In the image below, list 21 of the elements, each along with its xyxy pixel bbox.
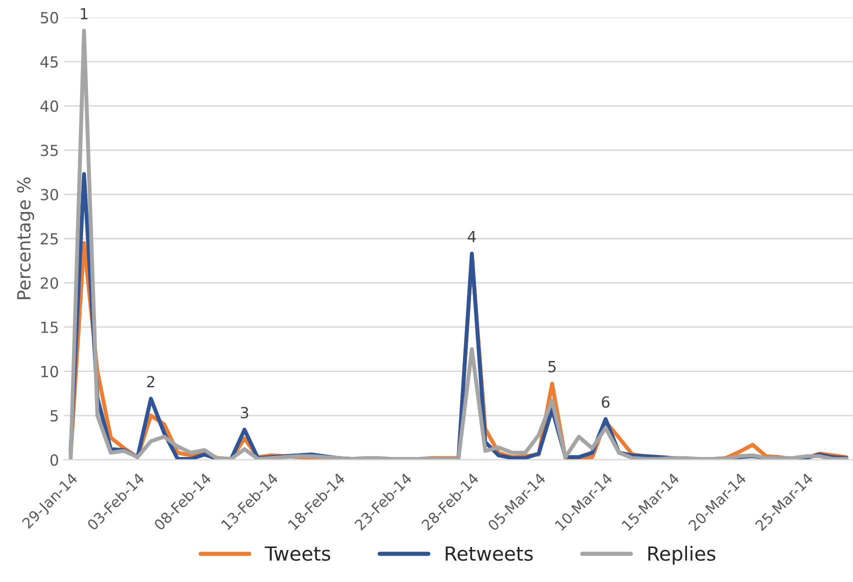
- y-tick-label: 0: [50, 454, 58, 466]
- legend-label: Replies: [648, 546, 716, 565]
- y-tick-label: 25: [40, 233, 58, 245]
- y-tick-label: 35: [40, 144, 58, 156]
- annotation: 1: [80, 8, 88, 20]
- annotation: 4: [468, 231, 476, 242]
- y-tick-label: 30: [40, 188, 58, 200]
- y-tick-label: 40: [40, 100, 58, 112]
- legend-label: Retweets: [446, 546, 533, 561]
- annotation: 6: [602, 396, 610, 408]
- y-tick-label: 15: [41, 322, 58, 334]
- legend-label: Tweets: [264, 546, 330, 561]
- y-tick-label: 50: [40, 12, 58, 24]
- y-tick-label: 5: [50, 410, 58, 422]
- y-tick-label: 10: [41, 366, 58, 378]
- y-tick-label: 20: [40, 277, 58, 289]
- annotation: 3: [240, 406, 248, 418]
- y-tick-label: 45: [40, 56, 58, 68]
- annotation: 2: [147, 376, 154, 388]
- y-axis-title: Percentage %: [16, 177, 34, 300]
- annotation: 5: [548, 361, 556, 372]
